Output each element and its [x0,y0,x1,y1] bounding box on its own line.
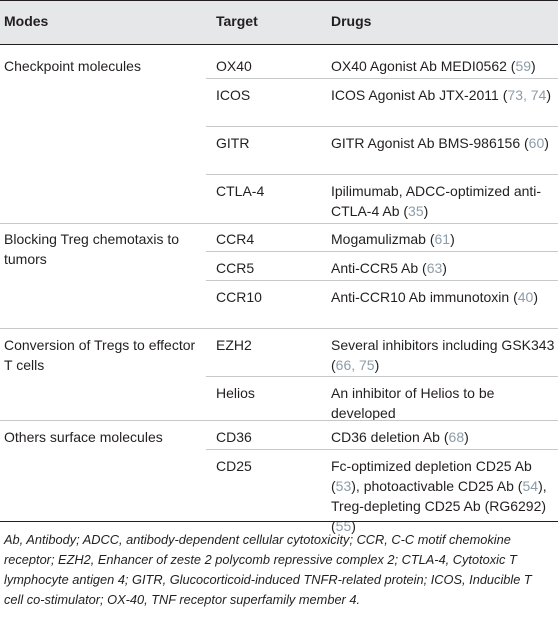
table-header: Modes Target Drugs [0,0,558,45]
reference-link: 61 [434,231,451,247]
group-separator [0,420,558,421]
table-bottom-rule [0,521,558,522]
reference-link: 40 [517,289,534,305]
target-cell: CCR4 [216,231,255,247]
drug-cell: Fc-optimized depletion CD25 Ab (53), pho… [331,458,547,534]
group-separator [0,328,558,329]
row-separator [206,126,558,127]
drug-text: Fc-optimized depletion CD25 Ab [331,458,532,474]
drug-text: photoactivable CD25 Ab [363,478,514,494]
header-target: Target [216,13,258,29]
drug-text: Mogamulizmab [331,231,426,247]
target-cell: OX40 [216,58,252,74]
reference-link: 53 [335,478,352,494]
drug-text: An inhibitor of Helios to be developed [331,385,495,421]
group-separator [0,223,558,224]
reference-link: 35 [408,203,424,219]
row-separator [206,78,558,79]
mode-cell: Checkpoint molecules [4,58,141,74]
target-cell: CD25 [216,458,252,474]
drug-cell: ICOS Agonist Ab JTX-2011 (73, 74) [331,87,552,103]
drug-cell: Anti-CCR10 Ab immunotoxin (40) [331,289,538,305]
reference-link: 63 [426,260,443,276]
reference-link: 59 [515,58,532,74]
target-cell: CD36 [216,429,252,445]
target-cell: CTLA-4 [216,183,265,199]
drug-cell: Several inhibitors including GSK343 (66,… [331,337,555,373]
drug-text: Anti-CCR10 Ab immunotoxin [331,289,510,305]
drug-cell: GITR Agonist Ab BMS-986156 (60) [331,135,549,151]
row-separator [206,280,558,281]
reference-link: 54 [522,478,539,494]
drug-text: Treg-depleting CD25 Ab (RG6292) [331,498,547,514]
target-cell: CCR10 [216,289,262,305]
drug-text: Anti-CCR5 Ab [331,260,419,276]
mode-cell: Others surface molecules [4,429,163,445]
mode-cell: Conversion of Tregs to effector T cells [4,337,196,373]
drug-text: Several inhibitors including GSK343 [331,337,555,353]
reference-link: 55 [335,518,352,534]
reference-link: 60 [528,135,545,151]
header-modes: Modes [4,13,49,29]
target-cell: GITR [216,135,250,151]
drug-cell: Ipilimumab, ADCC-optimized anti-CTLA-4 A… [331,183,542,219]
drug-text: OX40 Agonist Ab MEDI0562 [331,58,507,74]
target-cell: CCR5 [216,260,255,276]
drug-cell: CD36 deletion Ab (68) [331,429,469,445]
drug-cell: Mogamulizmab (61) [331,231,455,247]
table-footnote: Ab, Antibody; ADCC, antibody-dependent c… [4,532,532,607]
drug-cell: An inhibitor of Helios to be developed [331,383,556,423]
row-separator [206,376,558,377]
drug-text: ICOS Agonist Ab JTX-2011 [331,87,499,103]
drug-cell: Anti-CCR5 Ab (63) [331,260,447,276]
row-separator [206,251,558,252]
drug-text: Ipilimumab, ADCC-optimized anti-CTLA-4 A… [331,183,542,219]
drug-text: CD36 deletion Ab [331,429,440,445]
target-cell: EZH2 [216,337,252,353]
reference-link: 73, 74 [507,87,547,103]
drug-cell: OX40 Agonist Ab MEDI0562 (59) [331,58,536,74]
target-cell: Helios [216,385,255,401]
reference-link: 68 [448,429,465,445]
target-cell: ICOS [216,87,251,103]
mode-cell: Blocking Treg chemotaxis to tumors [4,231,180,267]
row-separator [206,449,558,450]
header-drugs: Drugs [331,13,372,29]
row-separator [206,174,558,175]
reference-link: 66, 75 [335,357,375,373]
drug-text: GITR Agonist Ab BMS-986156 [331,135,521,151]
